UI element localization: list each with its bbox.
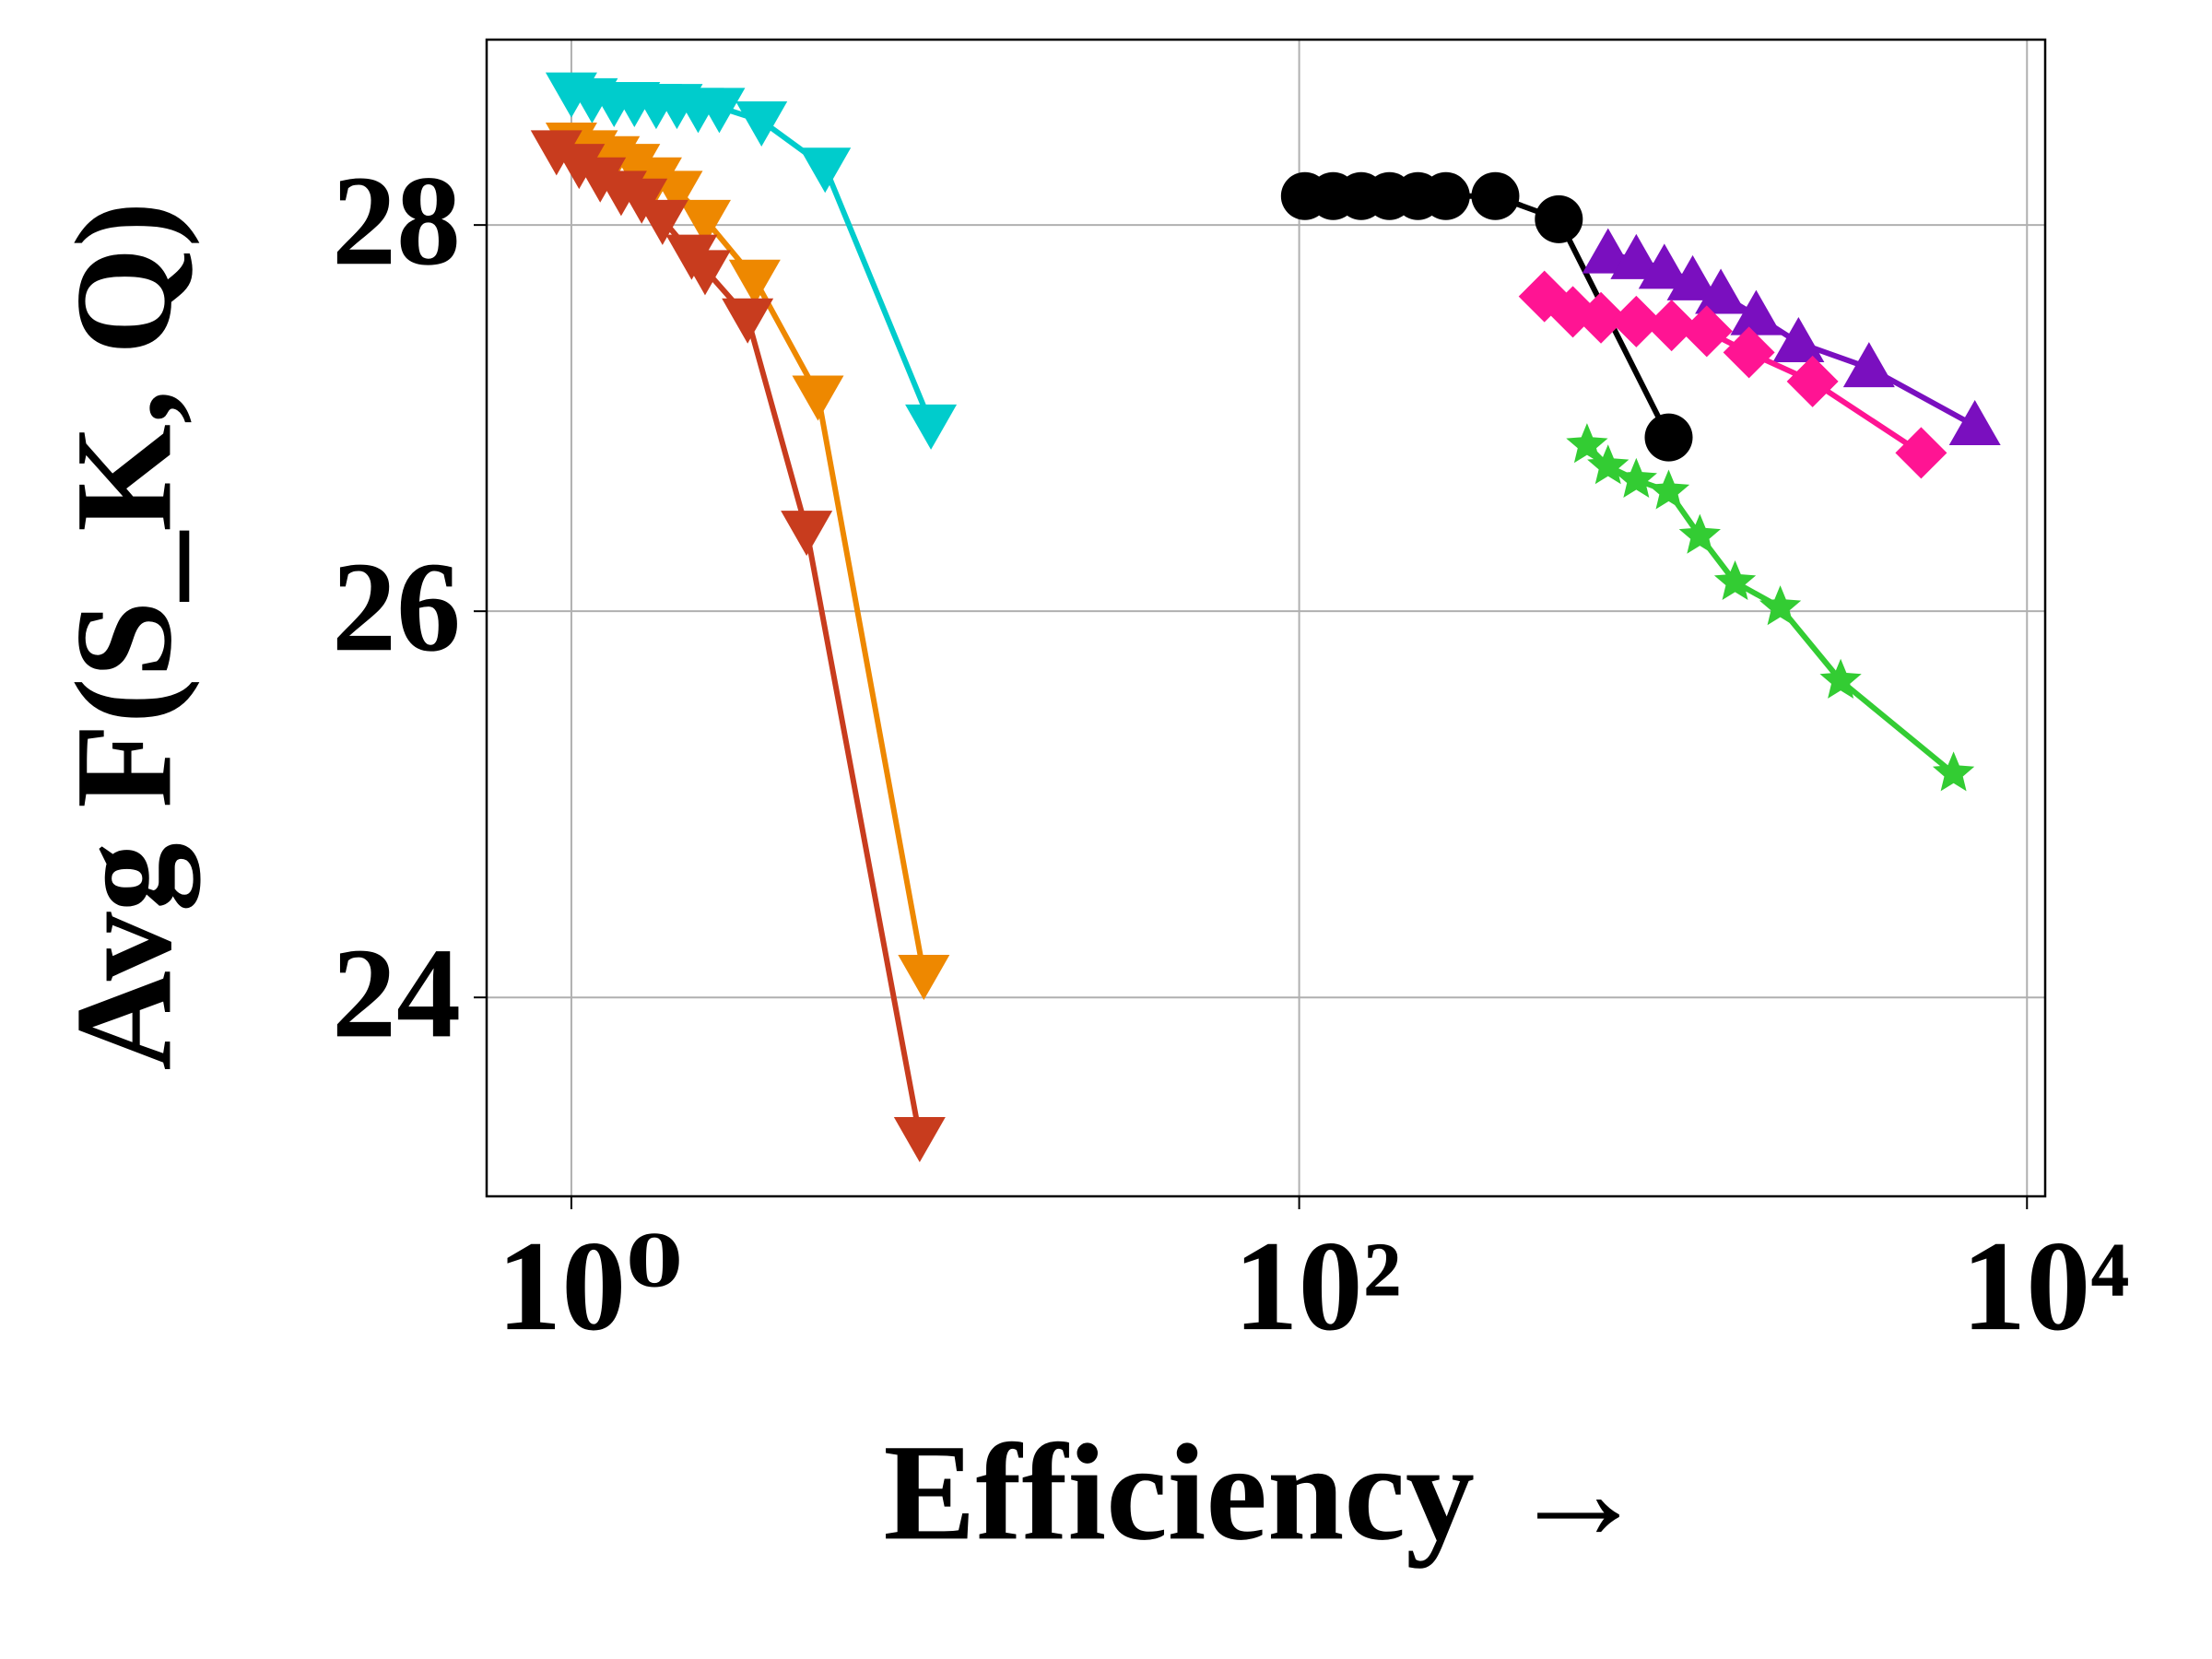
- marker: [1932, 751, 1975, 792]
- x-tick-label: 10²: [1234, 1215, 1402, 1358]
- marker: [1948, 400, 2001, 446]
- marker: [1610, 295, 1663, 347]
- marker: [735, 100, 788, 147]
- marker: [1638, 243, 1690, 289]
- marker: [1647, 469, 1690, 510]
- marker: [792, 375, 844, 421]
- marker: [1895, 427, 1947, 479]
- marker: [608, 144, 661, 190]
- marker: [1471, 171, 1520, 220]
- marker: [1644, 413, 1693, 462]
- marker: [1723, 326, 1775, 379]
- marker: [1678, 513, 1721, 554]
- marker: [1842, 342, 1895, 388]
- marker: [1680, 305, 1733, 358]
- marker: [636, 199, 688, 245]
- marker: [905, 404, 958, 450]
- x-axis-label: Efficiency →: [884, 1416, 1648, 1569]
- marker: [781, 511, 833, 557]
- marker: [1695, 268, 1747, 314]
- marker: [678, 250, 731, 296]
- marker: [1575, 291, 1628, 344]
- marker: [1421, 171, 1470, 220]
- marker: [1566, 423, 1608, 464]
- marker: [1645, 300, 1698, 352]
- marker: [1772, 316, 1825, 362]
- marker: [1610, 233, 1663, 279]
- y-tick-label: 24: [332, 922, 461, 1065]
- marker: [1615, 457, 1657, 498]
- marker: [799, 147, 852, 194]
- marker: [530, 130, 582, 176]
- marker: [898, 955, 950, 1001]
- marker: [693, 88, 746, 134]
- marker: [553, 144, 606, 190]
- marker: [893, 1117, 946, 1163]
- marker: [574, 157, 627, 203]
- y-tick-label: 28: [332, 149, 461, 292]
- plot-frame: [485, 38, 2047, 1198]
- marker: [1819, 658, 1862, 699]
- y-axis-label: Avg F(S_K, Q): [47, 202, 200, 1071]
- marker: [1666, 254, 1719, 300]
- x-tick-label: 10⁰: [497, 1215, 682, 1358]
- x-tick-label: 10⁴: [1961, 1215, 2129, 1358]
- marker: [728, 259, 781, 305]
- marker: [1713, 559, 1757, 600]
- marker: [1786, 355, 1839, 407]
- marker: [722, 298, 774, 344]
- marker: [678, 199, 731, 245]
- y-tick-label: 26: [332, 535, 461, 678]
- marker: [1759, 585, 1802, 626]
- marker: [1535, 194, 1583, 243]
- marker: [1730, 289, 1783, 335]
